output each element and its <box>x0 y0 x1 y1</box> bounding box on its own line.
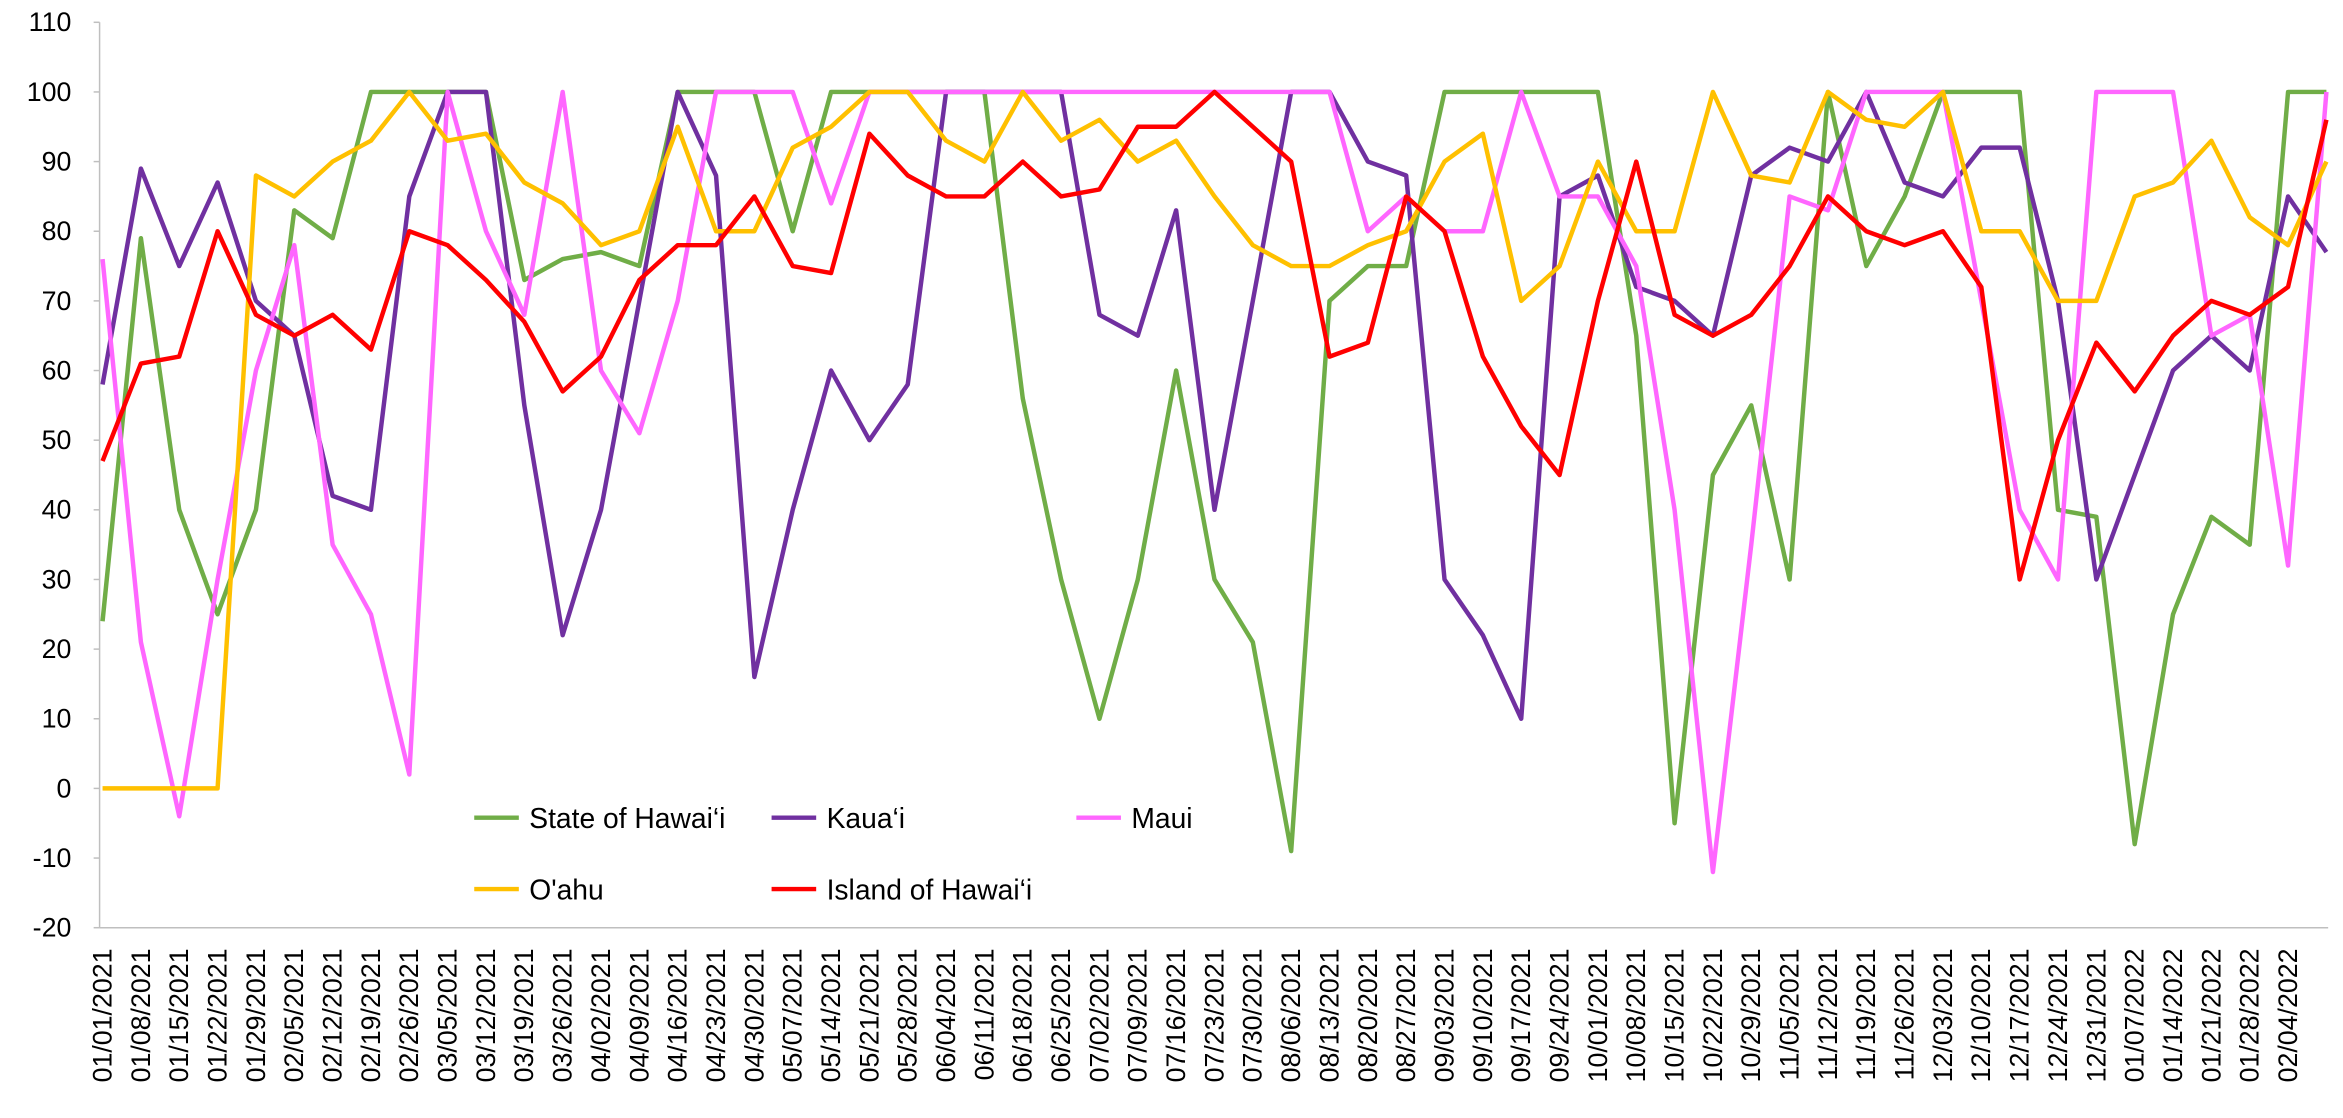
x-tick-label: 08/20/2021 <box>1353 949 1383 1083</box>
series-line <box>102 89 2329 791</box>
x-tick-label: 07/23/2021 <box>1199 949 1229 1083</box>
y-tick-label: 90 <box>42 147 72 177</box>
legend-label: Island of Hawai‘i <box>827 873 1033 905</box>
y-tick-label: 110 <box>29 7 72 37</box>
series-line <box>100 89 2329 721</box>
x-tick-label: 09/24/2021 <box>1544 949 1574 1083</box>
x-tick-label: 09/17/2021 <box>1506 949 1536 1083</box>
y-tick-label: 40 <box>42 495 72 525</box>
x-tick-label: 05/14/2021 <box>816 949 846 1083</box>
x-tick-label: 02/04/2022 <box>2273 949 2303 1083</box>
x-tick-label: 12/24/2021 <box>2043 949 2073 1083</box>
x-tick-label: 07/09/2021 <box>1123 949 1153 1083</box>
x-tick-label: 01/22/2021 <box>203 949 233 1083</box>
x-tick-label: 01/01/2021 <box>87 949 117 1083</box>
x-tick-label: 10/08/2021 <box>1621 949 1651 1083</box>
x-tick-label: 12/03/2021 <box>1928 949 1958 1083</box>
x-tick-label: 08/13/2021 <box>1314 949 1344 1083</box>
y-tick-label: -20 <box>33 913 72 943</box>
x-tick-label: 11/05/2021 <box>1775 949 1805 1081</box>
y-tick-label: 70 <box>42 286 72 316</box>
x-tick-label: 11/19/2021 <box>1851 949 1881 1081</box>
x-tick-label: 10/22/2021 <box>1698 949 1728 1083</box>
x-tick-label: 06/11/2021 <box>969 949 999 1081</box>
x-tick-label: 05/21/2021 <box>854 949 884 1083</box>
x-tick-label: 08/06/2021 <box>1276 949 1306 1083</box>
x-tick-label: 03/19/2021 <box>509 949 539 1083</box>
x-tick-label: 02/19/2021 <box>356 949 386 1083</box>
x-tick-label: 02/05/2021 <box>279 949 309 1083</box>
x-tick-label: 12/17/2021 <box>2005 949 2035 1083</box>
series-line <box>100 89 2327 854</box>
x-tick-label: 03/12/2021 <box>471 949 501 1083</box>
y-tick-label: 80 <box>42 216 72 246</box>
legend-label: O'ahu <box>529 873 603 905</box>
x-tick-label: 06/25/2021 <box>1046 949 1076 1083</box>
legend-label: State of Hawai‘i <box>529 802 725 834</box>
x-tick-label: 07/16/2021 <box>1161 949 1191 1083</box>
series-line <box>100 89 2329 582</box>
x-tick-label: 04/23/2021 <box>701 949 731 1083</box>
legend-label: Kaua‘i <box>827 802 906 834</box>
x-tick-label: 02/12/2021 <box>318 949 348 1083</box>
x-tick-label: 10/01/2021 <box>1583 949 1613 1083</box>
x-tick-label: 06/04/2021 <box>931 949 961 1083</box>
x-tick-label: 12/10/2021 <box>1966 949 1996 1083</box>
x-tick-label: 01/21/2022 <box>2196 949 2226 1083</box>
x-tick-label: 05/28/2021 <box>893 949 923 1083</box>
x-tick-label: 04/30/2021 <box>739 949 769 1083</box>
y-tick-label: 60 <box>42 355 72 385</box>
legend-label: Maui <box>1131 802 1192 834</box>
x-tick-label: 03/26/2021 <box>548 949 578 1083</box>
y-tick-label: 10 <box>42 704 72 734</box>
x-tick-label: 05/07/2021 <box>778 949 808 1083</box>
series-line <box>100 89 2329 875</box>
y-tick-label: -10 <box>33 843 72 873</box>
y-tick-label: 100 <box>27 77 72 107</box>
x-tick-label: 10/29/2021 <box>1736 949 1766 1083</box>
x-tick-label: 07/02/2021 <box>1084 949 1114 1083</box>
x-tick-label: 11/26/2021 <box>1890 949 1920 1081</box>
x-tick-label: 07/30/2021 <box>1238 949 1268 1083</box>
x-tick-label: 12/31/2021 <box>2081 949 2111 1083</box>
x-tick-label: 01/29/2021 <box>241 949 271 1083</box>
x-tick-label: 06/18/2021 <box>1008 949 1038 1083</box>
y-tick-label: 50 <box>42 425 72 455</box>
x-tick-label: 08/27/2021 <box>1391 949 1421 1083</box>
x-tick-label: 01/08/2021 <box>126 949 156 1083</box>
y-tick-label: 30 <box>42 564 72 594</box>
x-tick-label: 02/26/2021 <box>394 949 424 1083</box>
x-tick-label: 01/07/2022 <box>2120 949 2150 1083</box>
x-tick-label: 04/02/2021 <box>586 949 616 1083</box>
y-tick-label: 0 <box>56 773 71 803</box>
y-tick-label: 20 <box>42 634 72 664</box>
x-tick-label: 01/28/2022 <box>2235 949 2265 1083</box>
x-tick-label: 03/05/2021 <box>433 949 463 1083</box>
x-tick-label: 10/15/2021 <box>1660 949 1690 1083</box>
x-tick-label: 04/16/2021 <box>663 949 693 1083</box>
x-tick-label: 09/03/2021 <box>1429 949 1459 1083</box>
x-tick-label: 09/10/2021 <box>1468 949 1498 1083</box>
x-tick-label: 04/09/2021 <box>624 949 654 1083</box>
x-tick-label: 01/14/2022 <box>2158 949 2188 1083</box>
x-tick-label: 11/12/2021 <box>1813 949 1843 1081</box>
x-tick-label: 01/15/2021 <box>164 949 194 1083</box>
